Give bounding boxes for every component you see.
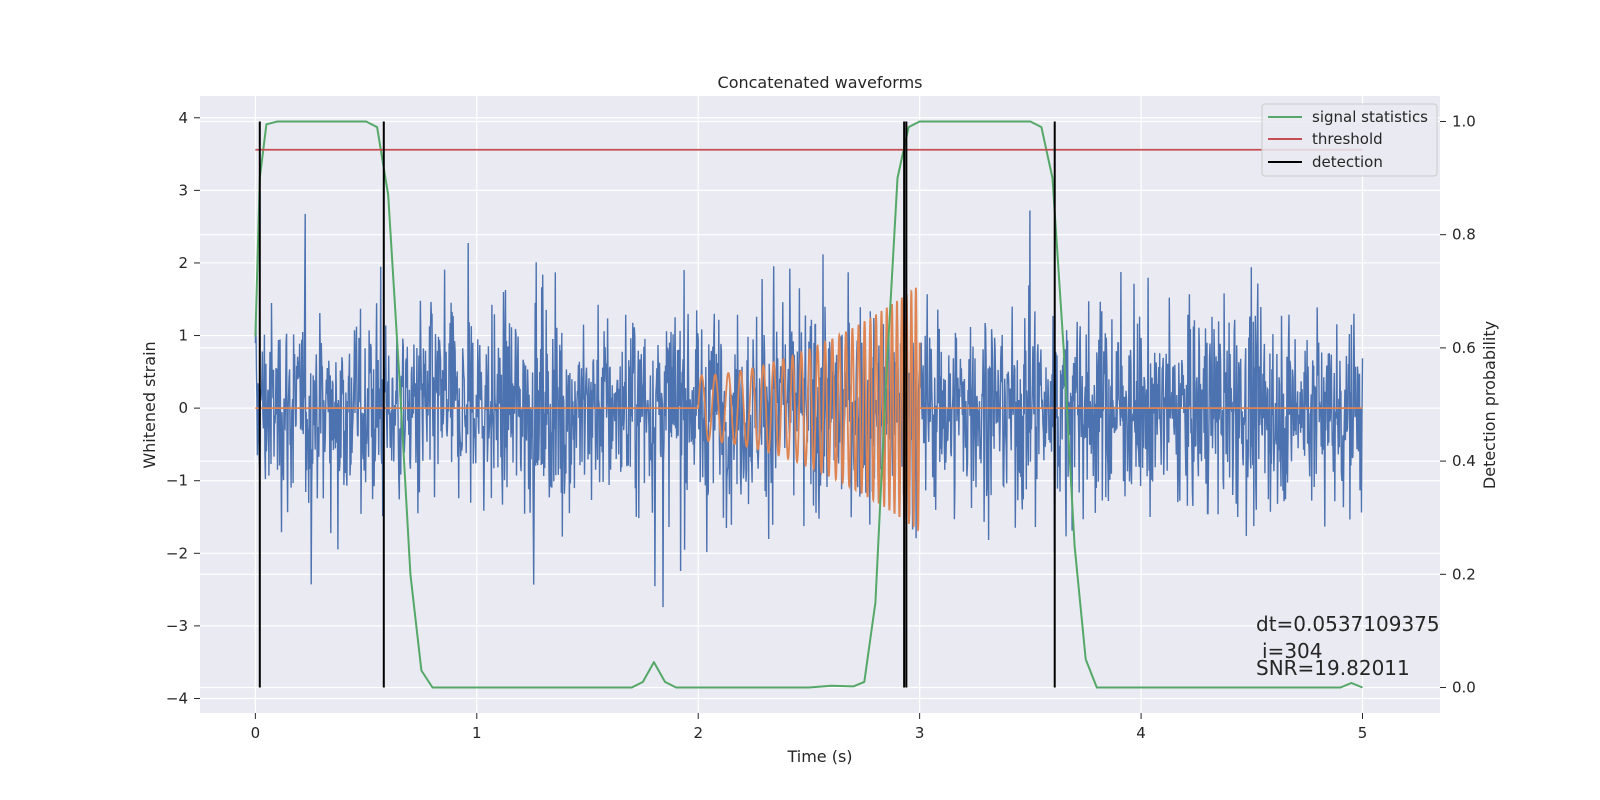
y-axis-label-right: Detection probability bbox=[1480, 321, 1499, 489]
annotation-dt: dt=0.0537109375 bbox=[1256, 612, 1440, 636]
y-right-tick-label: 0.0 bbox=[1452, 679, 1476, 697]
strain-line bbox=[254, 210, 1364, 608]
y-axis-label-left: Whitened strain bbox=[140, 341, 159, 468]
x-tick-label: 3 bbox=[915, 724, 925, 742]
x-axis-label: Time (s) bbox=[786, 747, 852, 766]
legend-label-threshold: threshold bbox=[1312, 130, 1383, 148]
y-right-tick-label: 0.8 bbox=[1452, 226, 1476, 244]
annotation-snr: SNR=19.82011 bbox=[1256, 656, 1410, 680]
annotation-i: i=304 bbox=[1262, 639, 1323, 663]
y-left-tick-label: 1 bbox=[178, 327, 188, 345]
x-tick-label: 5 bbox=[1358, 724, 1368, 742]
y-right-tick-label: 1.0 bbox=[1452, 112, 1476, 130]
y-left-tick-label: −1 bbox=[166, 472, 188, 490]
y-left-tick-label: −4 bbox=[166, 689, 188, 707]
y-right-tick-label: 0.4 bbox=[1452, 452, 1476, 470]
y-left-tick-label: 4 bbox=[178, 109, 188, 127]
chirp-template-series bbox=[255, 287, 1363, 532]
y-left-tick-label: 2 bbox=[178, 254, 188, 272]
x-tick-label: 0 bbox=[251, 724, 261, 742]
chirp-line bbox=[255, 287, 1363, 532]
y-left-tick-label: −2 bbox=[166, 544, 188, 562]
legend-box bbox=[1261, 103, 1438, 177]
y-left-tick-label: −3 bbox=[166, 617, 188, 635]
y-left-tick-label: 0 bbox=[178, 399, 188, 417]
x-tick-label: 1 bbox=[472, 724, 482, 742]
y-left-tick-label: 3 bbox=[178, 181, 188, 199]
x-tick-label: 4 bbox=[1136, 724, 1146, 742]
x-tick-label: 2 bbox=[693, 724, 703, 742]
strain-noise-series bbox=[254, 210, 1364, 608]
axis-ticks: 0 1 2 3 4 5 4 3 2 1 0 −1 −2 −3 −4 1.0 0.8 0.6 0.4 0.2 0.0 bbox=[166, 109, 1476, 742]
legend-label-detection: detection bbox=[1312, 153, 1383, 171]
y-right-tick-label: 0.2 bbox=[1452, 565, 1476, 583]
detection-series bbox=[258, 121, 1056, 688]
y-right-tick-label: 0.6 bbox=[1452, 339, 1476, 357]
legend-label-signal-statistics: signal statistics bbox=[1312, 108, 1428, 126]
legend: signal statistics threshold detection bbox=[1261, 103, 1438, 177]
chart-title: Concatenated waveforms bbox=[718, 73, 923, 92]
